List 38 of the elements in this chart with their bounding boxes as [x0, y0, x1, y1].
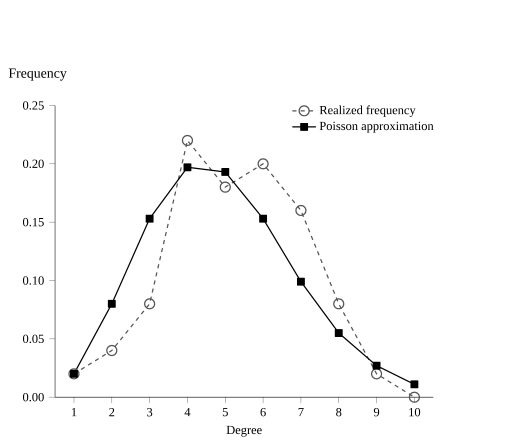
point: [106, 344, 118, 356]
x-tick-label: 3: [147, 408, 152, 416]
point: [296, 278, 305, 286]
point: [144, 298, 156, 310]
x-tick-label: 4: [184, 408, 190, 416]
point: [184, 163, 192, 172]
x-tick-label: 5: [222, 408, 228, 416]
legend-label: Realized frequency: [320, 105, 416, 117]
point: [334, 328, 343, 337]
point: [408, 391, 420, 403]
point: [221, 168, 230, 176]
point: [372, 362, 381, 370]
y-tick-label: 0.00: [22, 392, 44, 402]
y-tick-label: 0.15: [22, 218, 44, 226]
point: [182, 134, 194, 146]
x-tick-label: 10: [409, 408, 420, 416]
x-tick-label: 6: [260, 408, 266, 416]
y-axis-title: Frequency: [8, 68, 67, 80]
y-tick-label: 0.05: [22, 334, 44, 343]
x-tick-label: 9: [374, 408, 380, 416]
point: [259, 214, 268, 222]
x-tick-label: 1: [72, 408, 76, 416]
point: [220, 181, 231, 193]
x-tick-label: 2: [109, 408, 114, 416]
point: [410, 380, 418, 388]
x-axis-title: Degree: [226, 426, 262, 437]
y-tick-label: 0.25: [22, 101, 44, 110]
y-tick-label: 0.10: [22, 276, 44, 285]
y-tick-label: 0.20: [22, 159, 44, 168]
point: [258, 158, 269, 170]
x-tick-label: 8: [336, 408, 342, 416]
point: [108, 300, 116, 308]
point: [333, 298, 344, 310]
point: [146, 214, 154, 222]
x-tick-label: 7: [298, 408, 304, 416]
legend-label: Poisson approximation: [320, 122, 434, 133]
point: [370, 368, 382, 380]
point: [295, 204, 307, 216]
